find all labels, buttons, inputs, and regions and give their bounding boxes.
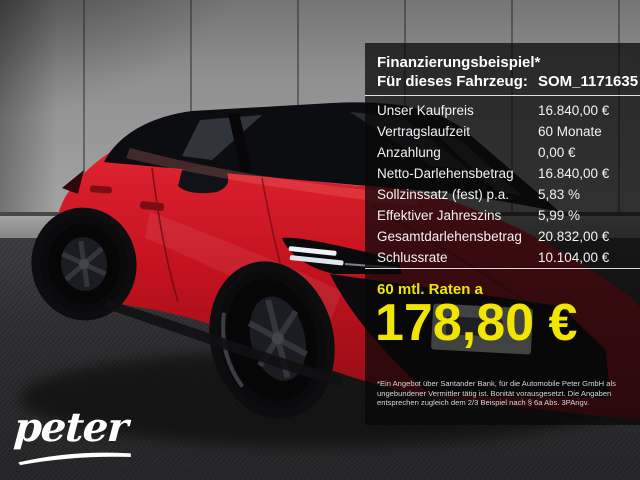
table-row: Gesamtdarlehensbetrag 20.832,00 € bbox=[377, 226, 635, 247]
rear-wheel-arch bbox=[31, 207, 137, 321]
tail-lamp bbox=[62, 170, 84, 194]
table-row: Effektiver Jahreszins 5,99 % bbox=[377, 205, 635, 226]
vehicle-label: Für dieses Fahrzeug: bbox=[377, 73, 528, 90]
dealer-logo-text: peter bbox=[12, 404, 130, 451]
logo-underline-swoosh bbox=[18, 452, 131, 466]
panel-title: Finanzierungsbeispiel* bbox=[377, 54, 541, 71]
row-label: Effektiver Jahreszins bbox=[377, 208, 502, 223]
row-value: 5,99 % bbox=[538, 208, 581, 223]
row-value: 20.832,00 € bbox=[538, 229, 610, 244]
table-row: Unser Kaufpreis 16.840,00 € bbox=[377, 100, 635, 121]
row-value: 0,00 € bbox=[538, 145, 576, 160]
vehicle-id: SOM_1171635 bbox=[538, 73, 639, 90]
row-value: 16.840,00 € bbox=[538, 166, 610, 181]
finance-panel: Finanzierungsbeispiel* Für dieses Fahrze… bbox=[365, 43, 640, 425]
row-label: Sollzinssatz (fest) p.a. bbox=[377, 187, 510, 202]
row-label: Anzahlung bbox=[377, 145, 441, 160]
separator-line bbox=[365, 268, 640, 269]
table-row: Vertragslaufzeit 60 Monate bbox=[377, 121, 635, 142]
row-value: 60 Monate bbox=[538, 124, 602, 139]
table-row: Anzahlung 0,00 € bbox=[377, 142, 635, 163]
wall-joint bbox=[190, 0, 192, 215]
table-row: Sollzinssatz (fest) p.a. 5,83 % bbox=[377, 184, 635, 205]
vehicle-line: Für dieses Fahrzeug: SOM_1171635 bbox=[377, 72, 639, 91]
monthly-rate-value: 178,80 € bbox=[375, 294, 578, 352]
row-label: Netto-Darlehensbetrag bbox=[377, 166, 514, 181]
row-label: Unser Kaufpreis bbox=[377, 103, 474, 118]
row-value: 10.104,00 € bbox=[538, 250, 610, 265]
b-pillar bbox=[228, 113, 253, 172]
front-wheel-arch bbox=[209, 261, 335, 419]
wall-joint bbox=[83, 0, 85, 215]
table-row: Schlussrate 10.104,00 € bbox=[377, 247, 635, 268]
dealer-logo: peter bbox=[12, 404, 134, 468]
row-label: Schlussrate bbox=[377, 250, 448, 265]
row-label: Vertragslaufzeit bbox=[377, 124, 471, 139]
row-label: Gesamtdarlehensbetrag bbox=[377, 229, 522, 244]
door-handle bbox=[139, 201, 165, 211]
door-handle bbox=[89, 185, 112, 194]
separator-line bbox=[365, 95, 640, 96]
rocker-trim bbox=[104, 300, 344, 388]
table-row: Netto-Darlehensbetrag 16.840,00 € bbox=[377, 163, 635, 184]
row-value: 16.840,00 € bbox=[538, 103, 610, 118]
rear-wheel bbox=[39, 216, 129, 312]
row-value: 5,83 % bbox=[538, 187, 581, 202]
finance-disclaimer: *Ein Angebot über Santander Bank, für di… bbox=[377, 379, 616, 408]
side-mirror bbox=[178, 166, 229, 194]
monthly-rate-label: 60 mtl. Raten a bbox=[377, 281, 483, 298]
finance-table: Unser Kaufpreis 16.840,00 € Vertragslauf… bbox=[377, 100, 635, 268]
